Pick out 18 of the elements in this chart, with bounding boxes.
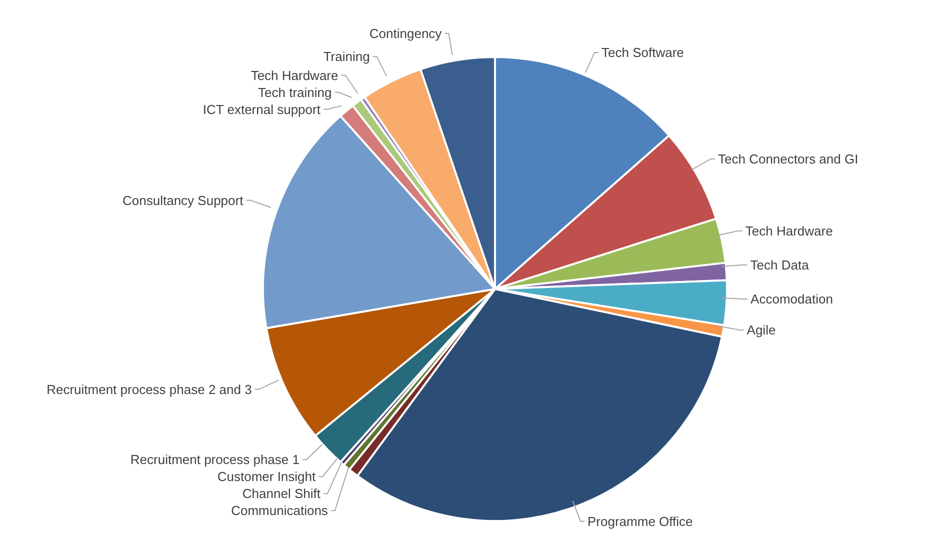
slice-label: Recruitment process phase 2 and 3 [46,382,252,397]
slice-label: Tech Data [750,257,810,272]
slice-label: Customer Insight [217,469,316,484]
slice-label: Agile [746,322,776,338]
slice-label: Contingency [369,26,442,41]
slice-label: Tech Hardware [250,68,338,83]
slice-label: Tech Connectors and GI [718,151,858,166]
slice-label: Tech Hardware [745,223,833,238]
slice-label: Accomodation [750,292,833,307]
slice-label: Recruitment process phase 1 [130,452,300,468]
slice-label: Tech training [258,84,332,100]
slice-label: Programme Office [588,514,693,529]
slice-label: Consultancy Support [122,192,244,208]
slice-label: Training [323,49,370,64]
slice-label: Channel Shift [242,486,321,502]
slice-label: Tech Software [602,45,684,60]
slice-label: ICT external support [202,102,321,117]
slice-label: Communications [231,503,328,518]
